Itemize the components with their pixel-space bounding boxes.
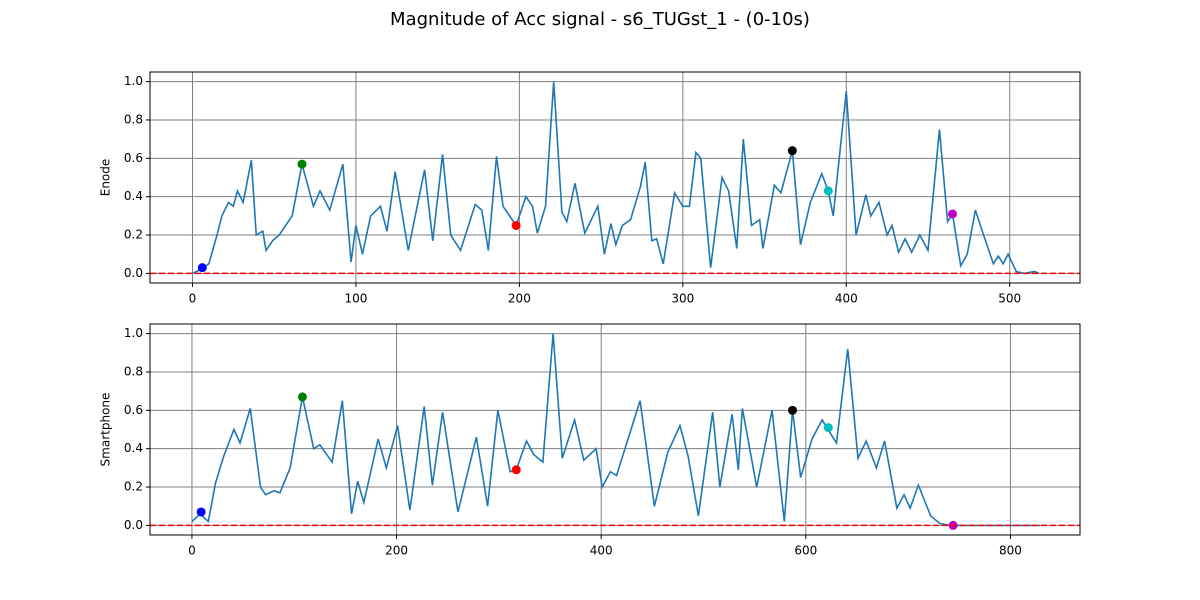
data-line bbox=[192, 81, 1040, 275]
x-tick-label: 0 bbox=[188, 544, 196, 558]
x-tick-label: 400 bbox=[835, 292, 858, 306]
x-tick-label: 500 bbox=[998, 292, 1021, 306]
event-marker bbox=[787, 146, 797, 156]
figure-title: Magnitude of Acc signal - s6_TUGst_1 - (… bbox=[390, 9, 810, 30]
event-marker bbox=[297, 392, 307, 402]
x-tick-label: 400 bbox=[590, 544, 613, 558]
x-tick-label: 300 bbox=[671, 292, 694, 306]
y-tick-label: 0.8 bbox=[124, 112, 143, 126]
y-axis-label: Smartphone bbox=[99, 393, 113, 467]
x-tick-label: 200 bbox=[508, 292, 531, 306]
event-marker bbox=[823, 186, 833, 196]
y-tick-label: 0.6 bbox=[124, 403, 143, 417]
y-axis-label: Enode bbox=[99, 159, 113, 197]
y-tick-label: 0.0 bbox=[124, 518, 143, 532]
x-tick-label: 200 bbox=[385, 544, 408, 558]
y-tick-label: 0.2 bbox=[124, 480, 143, 494]
y-tick-label: 0.6 bbox=[124, 151, 143, 165]
y-tick-label: 0.4 bbox=[124, 441, 143, 455]
x-tick-label: 600 bbox=[794, 544, 817, 558]
y-tick-label: 0.2 bbox=[124, 228, 143, 242]
event-marker bbox=[297, 159, 307, 169]
axes-frame bbox=[149, 323, 1081, 536]
y-tick-label: 1.0 bbox=[124, 74, 143, 88]
event-marker bbox=[948, 209, 958, 219]
y-tick-label: 0.0 bbox=[124, 266, 143, 280]
event-marker bbox=[511, 220, 521, 230]
y-tick-label: 1.0 bbox=[124, 326, 143, 340]
axes-frame bbox=[149, 71, 1081, 284]
event-marker bbox=[197, 263, 207, 273]
x-tick-label: 0 bbox=[189, 292, 197, 306]
data-line bbox=[191, 333, 1041, 527]
event-marker bbox=[823, 423, 833, 433]
event-marker bbox=[196, 507, 206, 517]
x-tick-label: 100 bbox=[344, 292, 367, 306]
event-marker bbox=[511, 465, 521, 475]
x-tick-label: 800 bbox=[999, 544, 1022, 558]
y-tick-label: 0.4 bbox=[124, 189, 143, 203]
event-marker bbox=[788, 405, 798, 415]
y-tick-label: 0.8 bbox=[124, 364, 143, 378]
